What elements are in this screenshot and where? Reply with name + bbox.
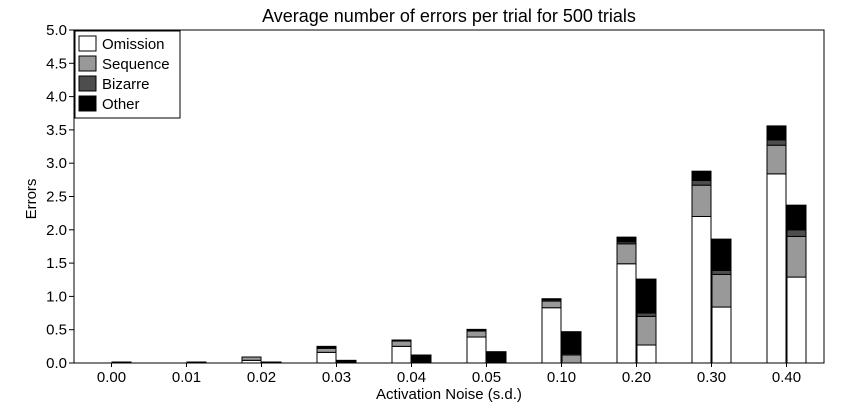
bar-segment-omission xyxy=(711,306,732,364)
bar-segment-other xyxy=(541,298,562,301)
y-tick-label: 5.0 xyxy=(46,22,67,39)
legend-swatch-bizarre xyxy=(78,75,97,92)
legend-label-bizarre: Bizarre xyxy=(102,76,150,93)
bar-segment-sequence xyxy=(541,300,562,309)
bar-segment-other xyxy=(411,354,432,364)
y-tick-label: 4.0 xyxy=(46,89,67,106)
bar-segment-sequence xyxy=(711,273,732,308)
y-tick-label: 3.0 xyxy=(46,155,67,172)
x-tick-label: 0.00 xyxy=(97,369,126,386)
bar-segment-bizarre xyxy=(691,180,712,186)
x-tick-label: 0.02 xyxy=(247,369,276,386)
bar-segment-other xyxy=(186,361,207,364)
legend-swatch-omission xyxy=(78,35,97,52)
bar-segment-sequence xyxy=(466,330,487,338)
bar-segment-sequence xyxy=(391,340,412,347)
bars xyxy=(111,125,807,364)
y-axis: 0.0 0.5 1.0 1.5 2.0 2.5 3.0 3.5 4.0 4.5 5.0 xyxy=(46,22,74,372)
bar-segment-other xyxy=(691,170,712,182)
y-tick-label: 4.5 xyxy=(46,55,67,72)
bar-segment-other xyxy=(261,361,282,364)
y-tick-label: 0.5 xyxy=(46,322,67,339)
bar-segment-bizarre xyxy=(766,139,787,146)
bar-segment-sequence xyxy=(561,354,582,364)
y-tick-label: 1.0 xyxy=(46,288,67,305)
bar-segment-other xyxy=(486,351,507,363)
bar-segment-sequence xyxy=(636,315,657,346)
bar-segment-other xyxy=(636,278,657,314)
bar-segment-other xyxy=(316,345,337,349)
bar-segment-bizarre xyxy=(711,269,732,275)
bar-segment-sequence xyxy=(616,243,637,265)
x-axis-label: Activation Noise (s.d.) xyxy=(376,386,522,403)
x-tick-label: 0.04 xyxy=(397,369,426,386)
legend-label-omission: Omission xyxy=(102,36,165,53)
y-tick-label: 2.5 xyxy=(46,189,67,206)
y-tick-label: 3.5 xyxy=(46,122,67,139)
bar-segment-sequence xyxy=(316,347,337,353)
bar-segment-omission xyxy=(691,215,712,364)
bar-segment-sequence xyxy=(241,356,262,361)
y-tick-label: 1.5 xyxy=(46,255,67,272)
bar-segment-other xyxy=(336,359,357,364)
y-tick-label: 2.0 xyxy=(46,222,67,239)
x-tick-label: 0.20 xyxy=(622,369,651,386)
bar-segment-omission xyxy=(541,307,562,364)
bar-segment-bizarre xyxy=(786,229,807,237)
x-tick-label: 0.10 xyxy=(547,369,576,386)
bar-segment-other xyxy=(561,331,582,355)
bar-segment-other xyxy=(711,238,732,271)
bar-segment-other xyxy=(616,236,637,243)
y-axis-label: Errors xyxy=(23,179,40,220)
bar-segment-sequence xyxy=(691,184,712,217)
bar-segment-sequence xyxy=(786,235,807,278)
bar-segment-omission xyxy=(316,351,337,364)
x-tick-label: 0.01 xyxy=(172,369,201,386)
legend: Omission Sequence Bizarre Other xyxy=(74,30,181,119)
bar-segment-other xyxy=(111,361,132,364)
bar-segment-omission xyxy=(391,345,412,364)
bar-segment-other xyxy=(786,204,807,231)
bar-segment-sequence xyxy=(766,144,787,175)
legend-swatch-sequence xyxy=(78,55,97,72)
bar-segment-other xyxy=(466,328,487,331)
x-tick-label: 0.40 xyxy=(772,369,801,386)
legend-label-sequence: Sequence xyxy=(102,56,170,73)
bar-segment-omission xyxy=(636,344,657,364)
bar-segment-omission xyxy=(766,173,787,364)
bar-segment-omission xyxy=(616,263,637,364)
x-axis: 0.00 0.01 0.02 0.03 0.04 0.05 0.10 0.20 0.30 0.40 xyxy=(97,363,801,386)
legend-label-other: Other xyxy=(102,96,140,113)
chart-title: Average number of errors per trial for 5… xyxy=(262,6,636,26)
x-tick-label: 0.30 xyxy=(697,369,726,386)
x-tick-label: 0.05 xyxy=(472,369,501,386)
bar-segment-other xyxy=(391,339,412,342)
x-tick-label: 0.03 xyxy=(322,369,351,386)
y-tick-label: 0.0 xyxy=(46,355,67,372)
legend-swatch-other xyxy=(78,95,97,112)
bar-segment-omission xyxy=(786,276,807,364)
bar-segment-omission xyxy=(466,336,487,364)
bar-segment-other xyxy=(766,125,787,141)
